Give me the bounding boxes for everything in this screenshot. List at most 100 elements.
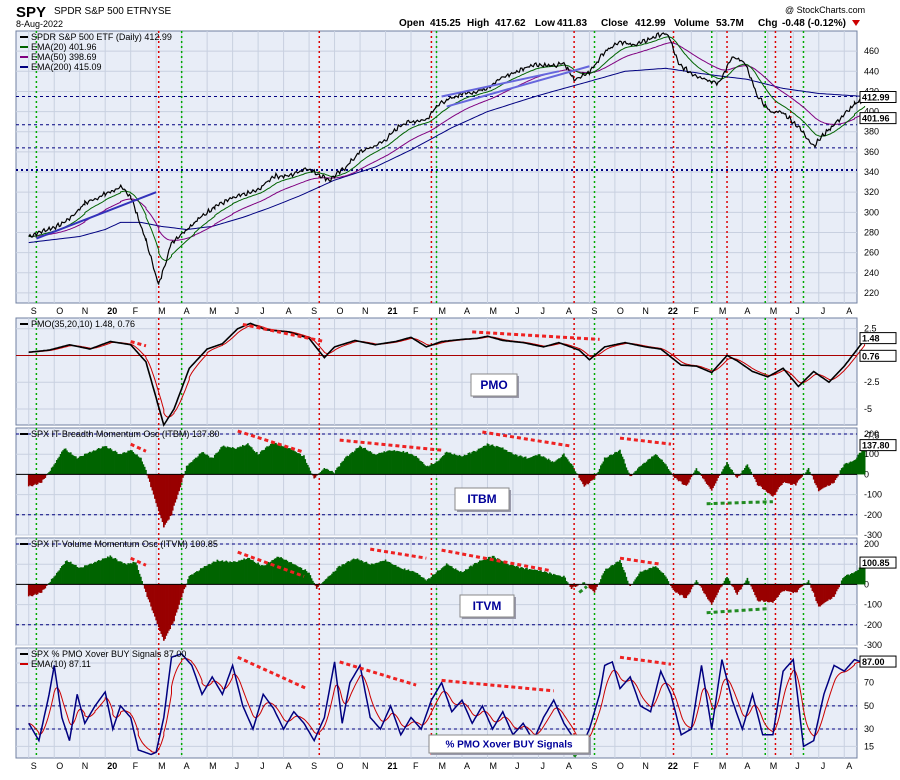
y-tick-label: 440 (864, 66, 879, 76)
y-tick-label: 280 (864, 227, 879, 237)
last-value-text: 137.80 (862, 441, 890, 451)
last-value-text: 1.48 (862, 334, 880, 344)
x-tick-label: J (540, 306, 545, 316)
x-tick-label: M (439, 761, 447, 771)
chart-date: 8-Aug-2022 (16, 19, 63, 29)
y-tick-label: 340 (864, 167, 879, 177)
x-tick-label: N (362, 306, 369, 316)
y-tick-label: 50 (864, 701, 874, 711)
last-value-text: 412.99 (862, 93, 890, 103)
pmo-legend: PMO(35,20,10) 1.48, 0.76 (20, 319, 135, 329)
x-tick-label: A (744, 306, 750, 316)
x-tick-label: O (56, 761, 63, 771)
y-tick-label: -300 (864, 640, 882, 650)
x-tick-label: A (566, 761, 572, 771)
y-tick-label: 200 (864, 429, 879, 439)
legend-entry: SPX % PMO Xover BUY Signals 87.00 (31, 649, 186, 659)
x-tick-label: F (693, 306, 699, 316)
x-tick-label: F (413, 306, 419, 316)
legend-entry: EMA(10) 87.11 (31, 659, 91, 669)
x-tick-label: S (311, 306, 317, 316)
xover-label: % PMO Xover BUY Signals (445, 739, 573, 750)
x-tick-label: N (642, 761, 649, 771)
ohlc-readout: Open 415.25 High 417.62 Low 411.83 Close… (399, 18, 846, 29)
y-tick-label: -100 (864, 490, 882, 500)
open-label: Open (399, 18, 425, 29)
chg-label: Chg (758, 18, 777, 29)
x-tick-label: 21 (388, 761, 398, 771)
x-tick-label: O (56, 306, 63, 316)
x-tick-label: 22 (668, 761, 678, 771)
osc-bar (141, 581, 143, 584)
close-label: Close (601, 18, 629, 29)
y-tick-label: 30 (864, 724, 874, 734)
x-tick-label: A (184, 306, 190, 316)
x-tick-label: M (719, 761, 727, 771)
x-tick-label: J (515, 306, 520, 316)
x-tick-label: F (133, 761, 139, 771)
x-tick-label: N (362, 761, 369, 771)
x-tick-label: A (286, 761, 292, 771)
x-tick-label: M (158, 761, 166, 771)
y-tick-label: 15 (864, 741, 874, 751)
x-tick-label: M (489, 306, 497, 316)
x-tick-label: O (617, 306, 624, 316)
x-tick-label: J (235, 306, 240, 316)
x-tick-label: J (821, 761, 826, 771)
x-tick-label: O (617, 761, 624, 771)
y-tick-label: 70 (864, 678, 874, 688)
x-tick-label: S (591, 306, 597, 316)
close-value: 412.99 (635, 18, 666, 29)
down-arrow-icon (852, 20, 860, 26)
x-tick-label: O (337, 761, 344, 771)
x-tick-label: F (133, 306, 139, 316)
legend-entry: EMA(20) 401.96 (31, 42, 97, 52)
y-tick-label: 380 (864, 127, 879, 137)
x-tick-label: N (82, 306, 89, 316)
x-tick-label: 20 (107, 761, 117, 771)
x-tick-label: S (31, 761, 37, 771)
x-tick-label: A (286, 306, 292, 316)
low-value: 411.83 (557, 18, 587, 29)
y-tick-label: 240 (864, 268, 879, 278)
legend-entry: SPX IT Breadth Momentum Osc (ITBM) 137.8… (31, 429, 219, 439)
x-tick-label: J (795, 306, 800, 316)
last-value-text: 401.96 (862, 114, 890, 124)
last-value-text: 87.00 (862, 657, 885, 667)
y-tick-label: 260 (864, 248, 879, 258)
legend-entry: SPX IT Volume Momentum Osc (ITVM) 100.85 (31, 539, 218, 549)
x-tick-label: M (719, 306, 727, 316)
x-tick-label: S (31, 306, 37, 316)
chg-value: -0.48 (-0.12%) (782, 18, 846, 29)
x-tick-label: F (693, 761, 699, 771)
x-tick-label: 20 (107, 306, 117, 316)
x-tick-label: J (260, 761, 265, 771)
x-tick-label: 22 (668, 306, 678, 316)
x-tick-label: A (184, 761, 190, 771)
y-tick-label: -100 (864, 600, 882, 610)
x-tick-label: F (413, 761, 419, 771)
pmo-label: PMO (480, 378, 507, 392)
x-tick-label: M (158, 306, 166, 316)
x-tick-label: A (846, 761, 852, 771)
x-tick-label: M (439, 306, 447, 316)
y-tick-label: 200 (864, 539, 879, 549)
x-tick-label: A (464, 761, 470, 771)
price-panel: 220240260280300320340360380400420440460S… (16, 31, 896, 316)
x-tick-label: M (209, 306, 217, 316)
y-tick-label: 320 (864, 187, 879, 197)
x-tick-label: S (591, 761, 597, 771)
y-tick-label: -5 (864, 404, 872, 414)
x-tick-label: A (566, 306, 572, 316)
chart-header: SPY SPDR S&P 500 ETF NYSE 8-Aug-2022 @ S… (16, 4, 865, 29)
x-tick-label: J (821, 306, 826, 316)
itbm-legend: SPX IT Breadth Momentum Osc (ITBM) 137.8… (20, 429, 219, 439)
high-label: High (467, 18, 489, 29)
itvm-label: ITVM (473, 599, 502, 613)
x-tick-label: N (82, 761, 89, 771)
y-tick-label: 360 (864, 147, 879, 157)
x-tick-label: M (770, 306, 778, 316)
x-tick-label: J (540, 761, 545, 771)
x-tick-label: A (744, 761, 750, 771)
